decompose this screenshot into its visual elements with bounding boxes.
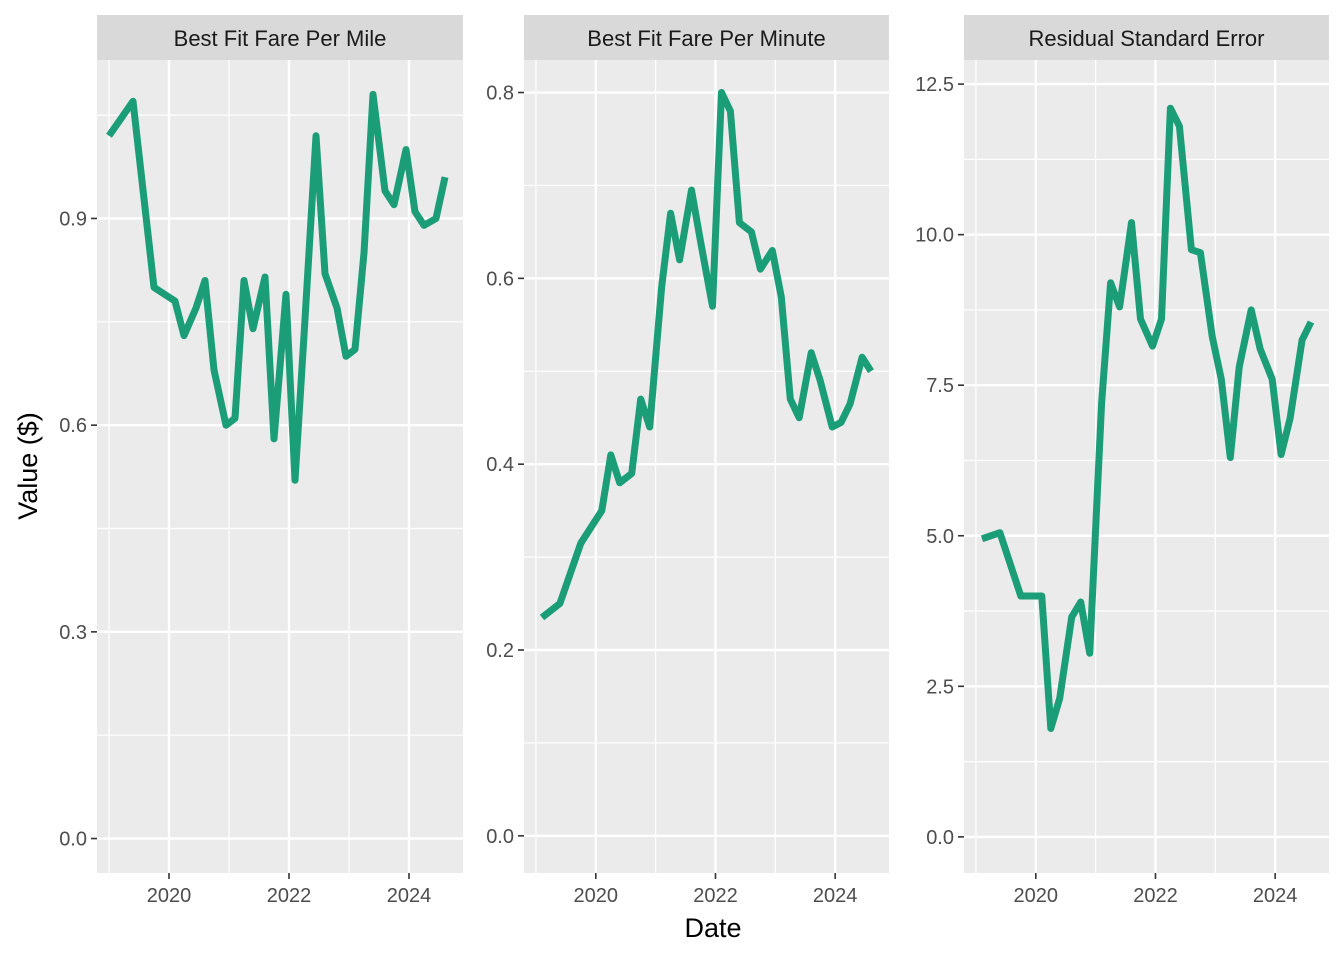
facet-strip [524, 15, 889, 60]
y-tick-label: 0.6 [486, 268, 514, 290]
facet-panel-1: Best Fit Fare Per Mile 0.0 0.3 0.6 0.9 2020 20… [59, 15, 463, 907]
panel-background [97, 60, 463, 873]
y-tick-label: 0.8 [486, 83, 514, 105]
facet-strip-label: Residual Standard Error [1028, 26, 1264, 51]
series-line [539, 89, 874, 621]
x-tick-label: 2020 [574, 885, 619, 907]
y-tick-label: 5.0 [926, 526, 954, 548]
x-tick-label: 2024 [813, 885, 858, 907]
series-line [980, 104, 1315, 732]
y-tick-label: 10.0 [915, 225, 954, 247]
x-tick-label: 2020 [147, 885, 192, 907]
y-tick-label: 0.4 [486, 454, 514, 476]
facet-strip-label: Best Fit Fare Per Mile [174, 26, 387, 51]
facet-panel-3: Residual Standard Error 0.0 2.5 5.0 7.5 10.0 1… [915, 15, 1329, 907]
panel-background [964, 60, 1329, 873]
x-tick-label: 2022 [1133, 885, 1178, 907]
series-line [106, 90, 449, 484]
facet-strip [97, 15, 463, 60]
y-tick-label: 0.3 [59, 622, 87, 644]
y-tick-label: 12.5 [915, 74, 954, 96]
x-tick-label: 2020 [1014, 885, 1059, 907]
x-tick-label: 2024 [387, 885, 432, 907]
y-tick-label: 0.9 [59, 208, 87, 230]
y-tick-label: 0.0 [926, 827, 954, 849]
y-tick-label: 0.6 [59, 415, 87, 437]
x-tick-label: 2022 [693, 885, 738, 907]
y-tick-label: 7.5 [926, 375, 954, 397]
y-axis-title: Value ($) [13, 412, 43, 520]
x-tick-label: 2022 [267, 885, 312, 907]
y-tick-label: 0.2 [486, 640, 514, 662]
panel-background [524, 60, 889, 873]
y-tick-label: 0.0 [486, 826, 514, 848]
facet-panel-2: Best Fit Fare Per Minute 0.0 0.2 0.4 0.6 0.8 2… [486, 15, 889, 907]
facet-strip [964, 15, 1329, 60]
x-tick-label: 2024 [1253, 885, 1298, 907]
facet-strip-label: Best Fit Fare Per Minute [587, 26, 825, 51]
y-tick-label: 2.5 [926, 676, 954, 698]
x-axis-title: Date [684, 913, 741, 943]
y-tick-label: 0.0 [59, 829, 87, 851]
